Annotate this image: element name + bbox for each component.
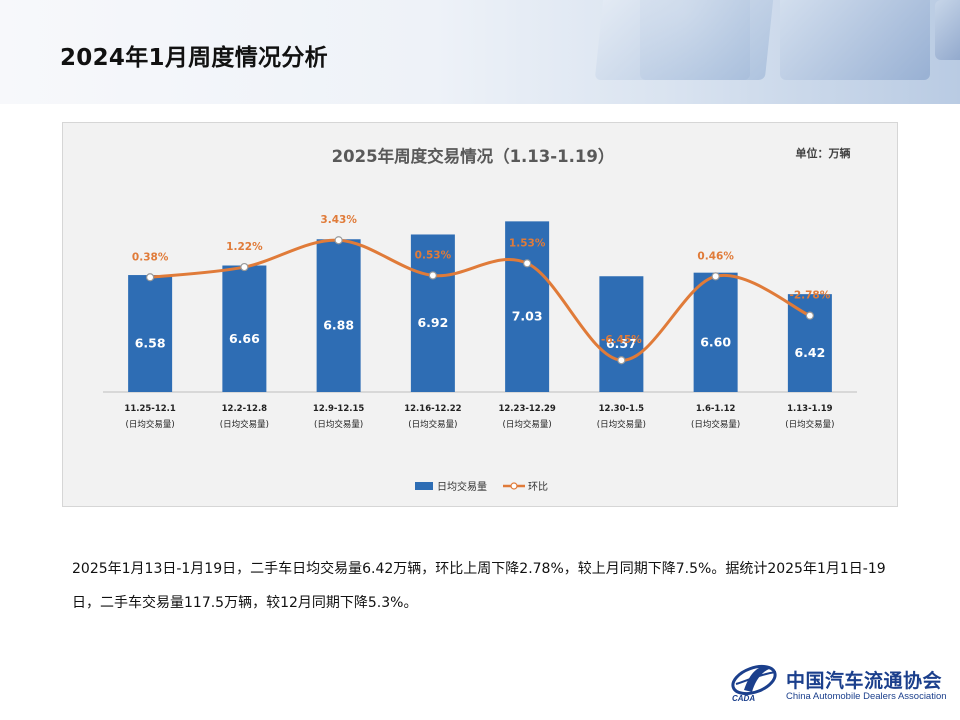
- x-tick-label: 11.25-12.1: [124, 404, 175, 414]
- bar-1.13-1.19: [787, 294, 832, 392]
- header-decoration: [935, 0, 960, 60]
- cada-emblem-icon: [731, 664, 777, 696]
- analysis-description: 2025年1月13日-1月19日，二手车日均交易量6.42万辆，环比上周下降2.…: [72, 561, 886, 611]
- mom-pct-label: 0.46%: [697, 250, 734, 262]
- bar-12.9-12.15: [316, 239, 361, 392]
- mom-point: [428, 271, 437, 280]
- x-tick-label: 12.2-12.8: [222, 404, 268, 414]
- x-tick-sublabel: (日均交易量): [691, 419, 740, 430]
- bar-value-label: 6.66: [229, 331, 260, 346]
- header-band: [0, 0, 960, 104]
- bar-12.23-12.29: [505, 221, 550, 392]
- logo-name-cn: 中国汽车流通协会: [786, 670, 943, 692]
- bar-1.6-1.12: [693, 272, 738, 392]
- bar-value-label: 7.03: [512, 309, 543, 324]
- bar-12.2-12.8: [222, 265, 267, 392]
- x-tick-sublabel: (日均交易量): [408, 419, 457, 430]
- x-tick-label: 12.16-12.22: [404, 404, 461, 414]
- x-tick-sublabel: (日均交易量): [503, 419, 552, 430]
- bar-value-label: 6.92: [417, 315, 448, 330]
- bar-value-label: 6.42: [794, 345, 825, 360]
- x-tick-label: 12.9-12.15: [313, 404, 364, 414]
- mom-pct-label: -2.78%: [789, 290, 830, 302]
- header-decoration: [594, 0, 776, 80]
- bar-11.25-12.1: [128, 275, 173, 392]
- x-tick-sublabel: (日均交易量): [597, 419, 646, 430]
- cada-logo: CADA 中国汽车流通协会 China Automobile Dealers A…: [730, 660, 955, 710]
- x-tick-label: 1.13-1.19: [787, 404, 833, 414]
- mom-point: [146, 273, 155, 282]
- logo-abbreviation: CADA: [732, 694, 756, 703]
- mom-point: [240, 262, 249, 272]
- mom-pct-label: 0.38%: [132, 251, 169, 263]
- header-decoration: [780, 0, 930, 80]
- x-tick-label: 12.30-1.5: [599, 404, 645, 414]
- chart-unit-label: 单位：万辆: [796, 146, 851, 160]
- mom-point: [805, 311, 814, 320]
- weekly-trade-chart: 2025年周度交易情况（1.13-1.19） 单位：万辆 6.58 11.25-1…: [103, 146, 857, 493]
- bar-value-label: 6.58: [135, 336, 166, 351]
- x-tick-label: 1.6-1.12: [696, 404, 736, 414]
- mom-point: [334, 236, 343, 245]
- chart-title: 2025年周度交易情况（1.13-1.19）: [332, 146, 615, 166]
- mom-pct-label: 1.22%: [226, 241, 263, 253]
- mom-pct-label: -6.45%: [601, 334, 642, 346]
- legend-line-marker: [510, 482, 518, 490]
- mom-pct-label: 1.53%: [509, 237, 546, 249]
- mom-pct-label: 0.53%: [415, 249, 452, 261]
- x-tick-label: 12.23-12.29: [498, 404, 555, 414]
- bar-12.16-12.22: [410, 234, 455, 392]
- bar-12.30-1.5: [599, 276, 644, 392]
- x-tick-sublabel: (日均交易量): [314, 419, 363, 430]
- logo-name-en: China Automobile Dealers Association: [786, 691, 947, 702]
- page-title: 2024年1月周度情况分析: [60, 45, 328, 71]
- x-tick-sublabel: (日均交易量): [785, 419, 834, 430]
- mom-point: [711, 272, 720, 281]
- legend-bar-swatch: [415, 482, 433, 490]
- bar-value-label: 6.60: [700, 334, 731, 349]
- chart-panel: 2025年周度交易情况（1.13-1.19） 单位：万辆 6.58 11.25-1…: [62, 122, 898, 507]
- mom-series-line: [149, 238, 811, 362]
- legend-line-label: 环比: [528, 481, 548, 493]
- x-tick-sublabel: (日均交易量): [220, 419, 269, 430]
- legend-bar-label: 日均交易量: [437, 480, 487, 493]
- bar-value-label: 6.88: [323, 318, 354, 333]
- mom-point: [523, 259, 532, 268]
- mom-point: [617, 356, 626, 365]
- x-tick-sublabel: (日均交易量): [126, 419, 175, 430]
- bar-value-label: 6.57: [606, 336, 637, 351]
- mom-pct-label: 3.43%: [320, 214, 357, 226]
